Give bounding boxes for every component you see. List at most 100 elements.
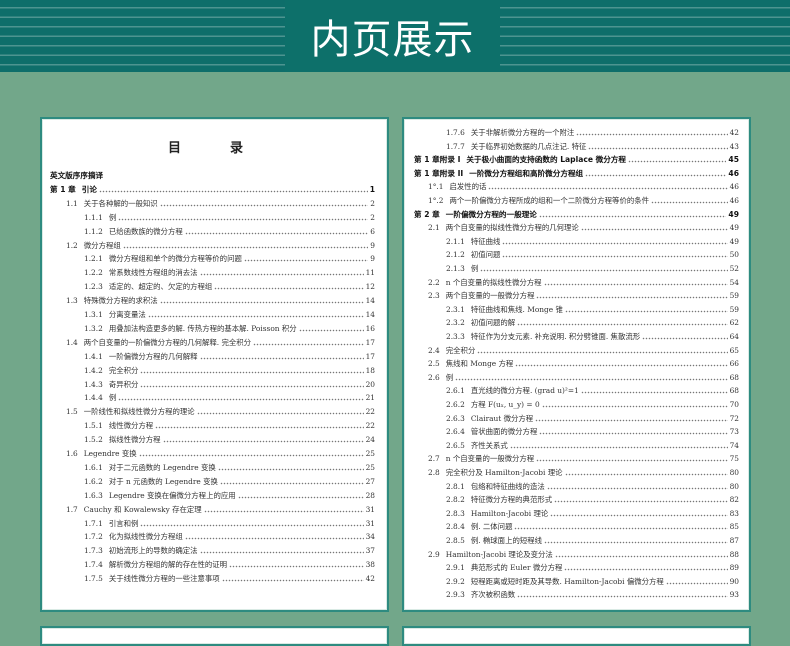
entry-number: 2.1 bbox=[428, 223, 440, 233]
entry-number: 2.3 bbox=[428, 291, 440, 301]
entry-title: 初始流形上的导数的确定法 bbox=[108, 546, 198, 556]
toc-entry: 2.7 n 个自变量的一般微分方程 75 bbox=[428, 453, 739, 465]
entry-number: 1.4.3 bbox=[84, 379, 103, 389]
entry-number: 1.1.2 bbox=[84, 226, 103, 236]
entry-page: 65 bbox=[729, 345, 739, 355]
dot-leader bbox=[243, 259, 369, 263]
dot-leader bbox=[480, 269, 728, 272]
entry-title: 关于临界初始数据的几点注记. 特征 bbox=[470, 141, 587, 151]
entry-title: 一阶偏微分方程的几何解释 bbox=[108, 351, 198, 361]
toc-entry: 1°.1 启发性的话 46 bbox=[428, 181, 739, 193]
entry-page: 88 bbox=[729, 549, 739, 559]
toc-entry: 1.3.1 分离变量法 14 bbox=[84, 309, 375, 321]
header-title: 内页展示 bbox=[310, 17, 475, 63]
entry-page: 80 bbox=[729, 481, 739, 491]
dot-leader bbox=[502, 255, 728, 259]
entry-title: 常系数线性方程组的消去法 bbox=[108, 268, 198, 278]
entry-page: 20 bbox=[365, 379, 375, 389]
entry-page: 2 bbox=[370, 212, 375, 222]
entry-title: 齐次被积函数 bbox=[470, 590, 516, 600]
dot-leader bbox=[122, 245, 369, 249]
entry-number: 1.7.1 bbox=[84, 518, 103, 528]
entry-title: 齐性关系式 bbox=[470, 440, 508, 450]
entry-page: 34 bbox=[365, 532, 375, 542]
entry-page: 70 bbox=[729, 400, 739, 409]
toc-entry: 1.7.5 关于线性微分方程的一些注意事项 42 bbox=[84, 573, 375, 585]
entry-title: 例 bbox=[108, 212, 117, 222]
dot-leader bbox=[159, 203, 369, 207]
entry-title: 例 bbox=[445, 372, 454, 382]
toc-entry: 第 2 章一阶偏微分方程的一般理论 49 bbox=[414, 209, 739, 221]
dot-leader bbox=[214, 287, 364, 291]
entry-number: 2.3.2 bbox=[446, 318, 465, 328]
toc-entry: 第 1 章引论 1 bbox=[50, 184, 375, 196]
entry-number: 1.7.5 bbox=[84, 574, 103, 584]
entry-number: 1.2.3 bbox=[84, 282, 103, 292]
entry-page: 9 bbox=[370, 254, 375, 264]
toc-entry: 2.3.1 特征曲线和焦线. Monge 锥 59 bbox=[446, 304, 739, 316]
entry-number: 1.4.1 bbox=[84, 351, 103, 361]
entry-title: 例 bbox=[108, 393, 117, 403]
entry-number: 2.9 bbox=[428, 549, 440, 559]
dot-leader bbox=[502, 241, 728, 245]
entry-number: 1.6.2 bbox=[84, 476, 103, 486]
toc-entry: 2.3.2 初值问题的解 62 bbox=[446, 317, 739, 329]
entry-page: 27 bbox=[365, 476, 375, 486]
entry-page: 83 bbox=[729, 508, 739, 518]
dot-leader bbox=[237, 495, 364, 499]
toc-entry: 2.6.1 直光线的微分方程. (grad u)²=1 68 bbox=[446, 385, 739, 397]
entry-page: 64 bbox=[729, 332, 739, 341]
entry-title: 对于二元函数的 Legendre 变换 bbox=[108, 462, 216, 472]
entry-title: 对于 n 元函数的 Legendre 变换 bbox=[108, 476, 218, 486]
entry-number: 1.2.1 bbox=[84, 254, 103, 264]
toc-entry: 1.1 关于各种解的一般知识 2 bbox=[66, 198, 375, 210]
entry-page: 22 bbox=[365, 421, 375, 431]
dot-leader bbox=[184, 537, 364, 541]
entry-page: 49 bbox=[729, 223, 739, 233]
entry-page: 52 bbox=[729, 264, 739, 273]
entry-title: 两个自变量的拟线性微分方程的几何理论 bbox=[445, 223, 579, 233]
entry-number: 1.7.6 bbox=[446, 128, 465, 137]
toc-entry: 2.4 完全积分 65 bbox=[428, 345, 739, 357]
entry-page: 14 bbox=[365, 310, 375, 319]
dot-leader bbox=[147, 315, 364, 318]
toc-entry: 1.4.2 完全积分 18 bbox=[84, 365, 375, 377]
toc-entry: 1.6 Legendre 变换 25 bbox=[66, 448, 375, 460]
dot-leader bbox=[298, 328, 364, 332]
entry-title: 关于各种解的一般知识 bbox=[83, 198, 158, 208]
entry-title: n 个自变量的一般微分方程 bbox=[445, 454, 535, 464]
dot-leader bbox=[138, 454, 364, 457]
entry-page: 37 bbox=[365, 546, 375, 556]
toc-entry: 1.3.2 用叠加法构造更多的解. 传热方程的基本解. Poisson 积分 16 bbox=[84, 323, 375, 335]
dot-leader bbox=[140, 523, 364, 527]
dot-leader bbox=[219, 481, 364, 485]
entry-title: 启发性的话 bbox=[449, 182, 487, 192]
entry-page: 72 bbox=[729, 413, 739, 423]
entry-title: 管状曲面的微分方程 bbox=[470, 427, 538, 437]
toc-entry: 2.9.1 典范形式的 Euler 微分方程 89 bbox=[446, 562, 739, 574]
entry-title: 一阶偏微分方程的一般理论 bbox=[445, 209, 537, 219]
entry-title: 包络和特征曲线的造法 bbox=[470, 481, 545, 491]
toc-entry: 1°.2 两个一阶偏微分方程所成的组和一个二阶微分方程等价的条件 46 bbox=[428, 195, 739, 207]
entry-page: 89 bbox=[729, 563, 739, 573]
entry-page: 59 bbox=[729, 304, 739, 314]
entry-number: 第 2 章 bbox=[414, 209, 440, 219]
entry-title: 典范形式的 Euler 微分方程 bbox=[470, 563, 563, 573]
entry-page: 12 bbox=[365, 282, 375, 292]
dot-leader bbox=[184, 231, 369, 235]
toc-entry: 1.4.4 例 21 bbox=[84, 392, 375, 404]
entry-page: 66 bbox=[729, 359, 739, 369]
entry-page: 75 bbox=[729, 454, 739, 464]
toc-entry: 2.6.2 方程 F(uₓ, u_y) = 0 70 bbox=[446, 399, 739, 411]
entry-number: 1.6.1 bbox=[84, 462, 103, 472]
dot-leader bbox=[217, 467, 364, 471]
dot-leader bbox=[665, 581, 728, 585]
dot-leader bbox=[580, 228, 728, 232]
entry-title: 方程 F(uₓ, u_y) = 0 bbox=[470, 400, 540, 409]
entry-number: 2.6.2 bbox=[446, 400, 465, 409]
entry-page: 11 bbox=[365, 268, 375, 278]
toc-entry: 1.4.3 奇异积分 20 bbox=[84, 379, 375, 391]
toc-entry: 2.2 n 个自变量的拟线性微分方程 54 bbox=[428, 277, 739, 289]
dot-leader bbox=[455, 377, 728, 381]
entry-number: 2.8.1 bbox=[446, 481, 465, 491]
